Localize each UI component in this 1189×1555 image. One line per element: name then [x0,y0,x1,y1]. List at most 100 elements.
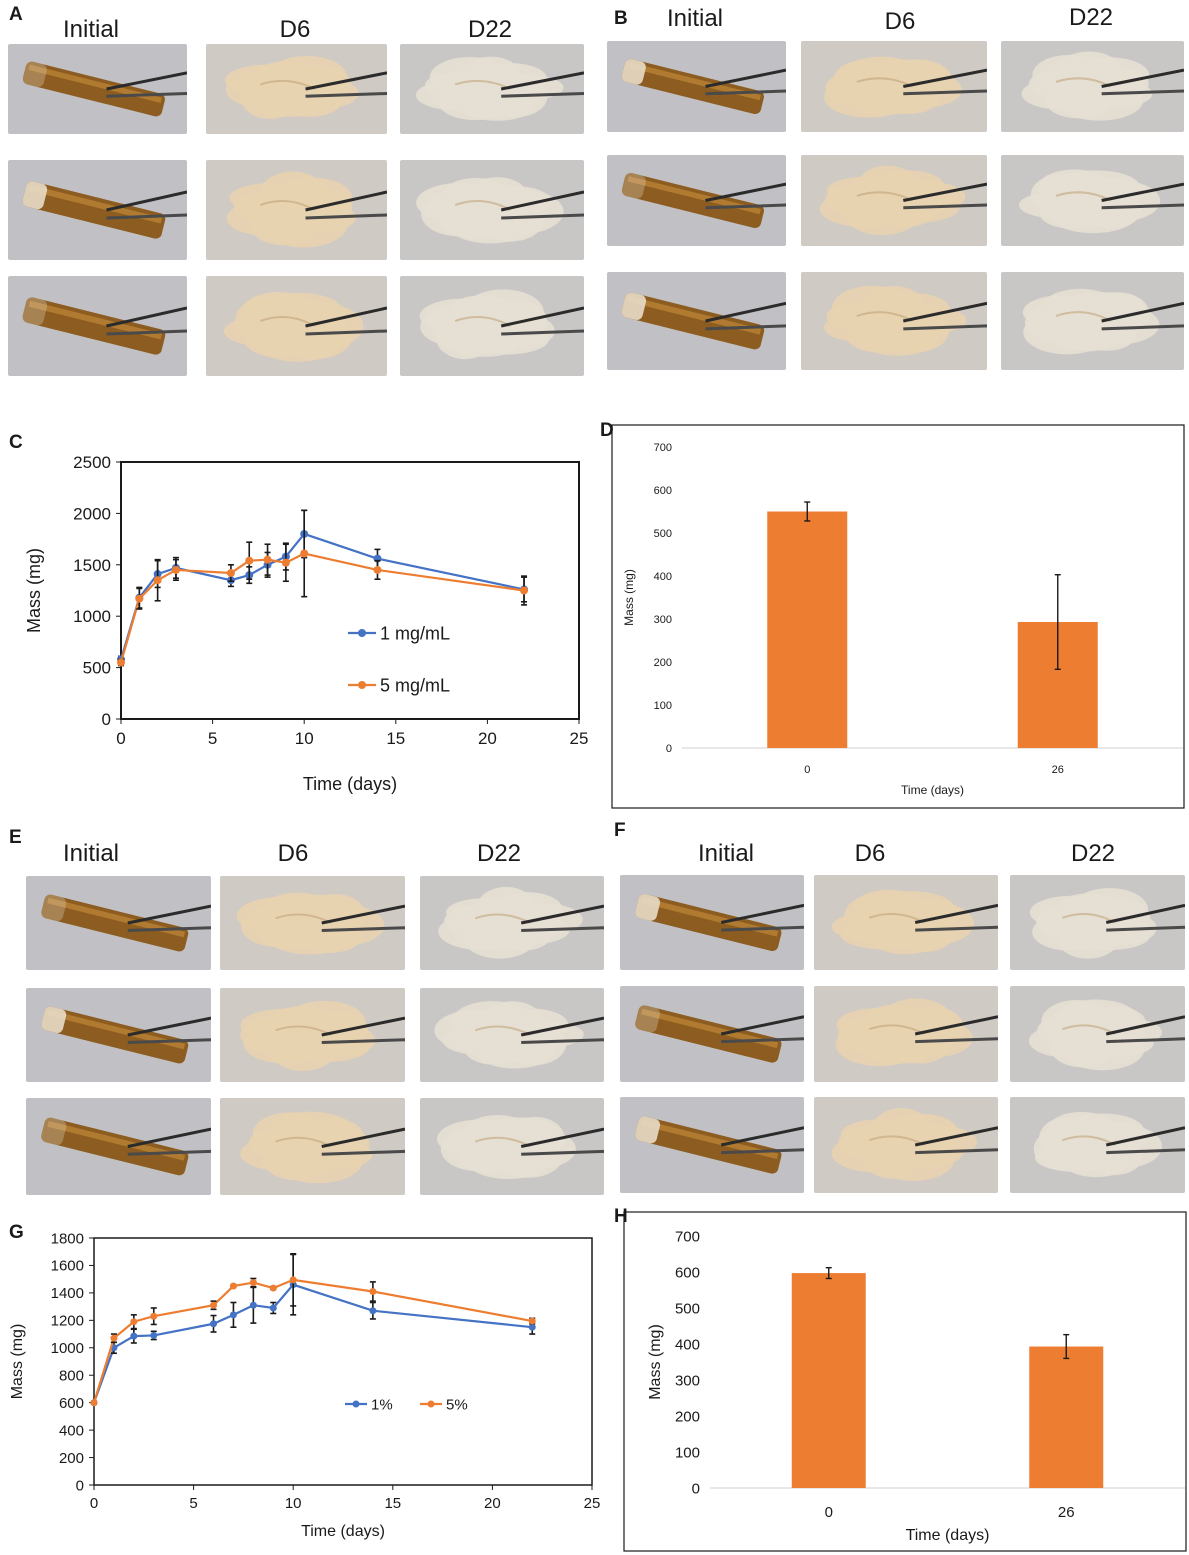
x-tick-label: 20 [478,729,497,748]
chart-panel-c: 0 500 1000 1500 2000 2500 0 5 10 15 20 25 Time (days… [24,453,588,794]
col-header-d6: D6 [279,16,311,43]
photo-d6-scaffold [220,988,405,1082]
y-tick-label: 600 [59,1395,84,1412]
legend-marker [358,681,366,689]
y-tick-label: 600 [675,1264,700,1281]
y-tick-label: 100 [675,1444,700,1461]
photo-initial-scaffold [607,155,786,246]
x-tick-label: 25 [584,1495,601,1512]
x-tick-label: 5 [189,1495,197,1512]
chart-frame [611,424,1185,809]
y-tick-label: 600 [654,485,672,497]
panel-label-g: G [9,1222,24,1243]
x-tick-label: 25 [570,729,589,748]
plot-frame [93,1237,593,1486]
y-tick-label: 0 [666,743,672,755]
y-tick-label: 1200 [51,1313,84,1330]
photo-d6-scaffold [801,155,987,246]
x-tick-label: 0 [804,764,810,776]
panel-label-f: F [614,820,626,841]
x-axis-label: Time (days) [906,1527,990,1544]
data-point [130,1318,138,1326]
y-tick-label: 1000 [51,1340,84,1357]
photo-initial-scaffold [26,988,211,1082]
photo-d22-scaffold [1001,155,1184,246]
col-header-d6: D6 [854,840,886,867]
photo-initial-scaffold [26,876,211,970]
legend-label: 1% [371,1396,393,1413]
legend-label: 5% [446,1396,468,1413]
y-tick-label: 0 [692,1480,700,1497]
y-tick-label: 200 [654,657,672,669]
legend-label: 1 mg/mL [380,623,450,643]
x-tick-label: 26 [1052,764,1064,776]
bar [767,511,848,748]
photo-initial-scaffold [620,875,804,970]
y-tick-label: 1000 [73,607,111,626]
x-tick-label: 5 [208,729,217,748]
data-point [110,1334,118,1342]
col-header-initial: Initial [697,840,755,867]
data-point [249,1301,257,1309]
y-tick-label: 2500 [73,453,111,472]
col-header-d6: D6 [884,8,916,35]
series-1-mg-ml [117,509,529,664]
series-line [92,1278,533,1403]
x-tick-label: 10 [295,729,314,748]
data-point [263,555,272,564]
photo-d22-scaffold [1010,875,1185,970]
plot-frame [120,461,580,720]
x-tick-label: 0 [825,1504,833,1521]
chart-frame [623,1211,1187,1552]
y-tick-label: 1800 [51,1230,84,1247]
col-header-initial: Initial [666,5,724,32]
data-point [210,1320,218,1328]
x-axis-label: Time (days) [303,774,397,794]
col-header-d22: D22 [467,16,513,43]
data-point [289,1276,297,1284]
bar [791,1273,866,1488]
x-tick-label: 15 [386,729,405,748]
y-axis-label: Mass (mg) [622,569,636,626]
data-point [171,565,180,574]
data-point [90,1399,98,1407]
photo-initial-scaffold [607,41,786,132]
data-point [249,1279,257,1287]
series-line [119,552,525,663]
y-tick-label: 800 [59,1367,84,1384]
photo-d6-scaffold [220,876,405,970]
x-axis-label: Time (days) [301,1523,385,1540]
y-tick-label: 0 [76,1477,84,1494]
photo-d22-scaffold [1010,1097,1185,1193]
photo-d6-scaffold [814,1097,998,1193]
col-header-d22: D22 [1068,4,1114,31]
photo-d6-scaffold [814,986,998,1082]
panel-label-b: B [614,8,628,29]
data-point [150,1312,158,1320]
y-tick-label: 500 [675,1300,700,1317]
photo-d6-scaffold [206,44,387,134]
y-tick-label: 400 [654,571,672,583]
panel-label-a: A [9,4,23,25]
photo-d22-scaffold [420,876,604,970]
bar [1029,1346,1104,1488]
data-point [300,549,309,558]
data-point [130,1332,138,1340]
y-tick-label: 400 [675,1336,700,1353]
data-point [520,586,529,595]
photo-d22-scaffold [420,988,604,1082]
photo-initial-scaffold [620,986,804,1082]
legend-marker [352,1400,360,1408]
data-point [229,1282,237,1290]
photo-d6-scaffold [206,160,387,260]
chart-panel-d: 0 100 200 300 400 500 600 700 0 26 Time (days) Mass… [611,424,1185,809]
photo-d6-scaffold [801,272,987,370]
chart-panel-g: 0 200 400 600 800 1000 1200 1400 1600 1800 0 5 10 15 2… [9,1230,600,1540]
y-tick-label: 1600 [51,1258,84,1275]
col-header-initial: Initial [62,16,120,43]
photo-d6-scaffold [220,1098,405,1195]
x-tick-label: 10 [285,1495,302,1512]
data-point [210,1301,218,1309]
legend-marker [358,629,366,637]
panel-label-c: C [9,432,23,453]
